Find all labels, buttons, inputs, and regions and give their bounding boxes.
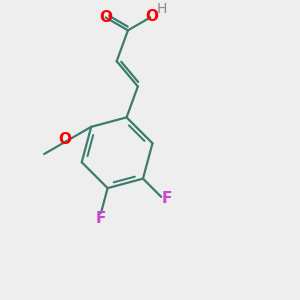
Text: H: H <box>157 2 167 16</box>
Text: O: O <box>58 132 71 147</box>
Text: F: F <box>162 191 172 206</box>
Text: O: O <box>99 10 112 25</box>
Text: F: F <box>96 211 106 226</box>
Text: O: O <box>145 8 158 23</box>
